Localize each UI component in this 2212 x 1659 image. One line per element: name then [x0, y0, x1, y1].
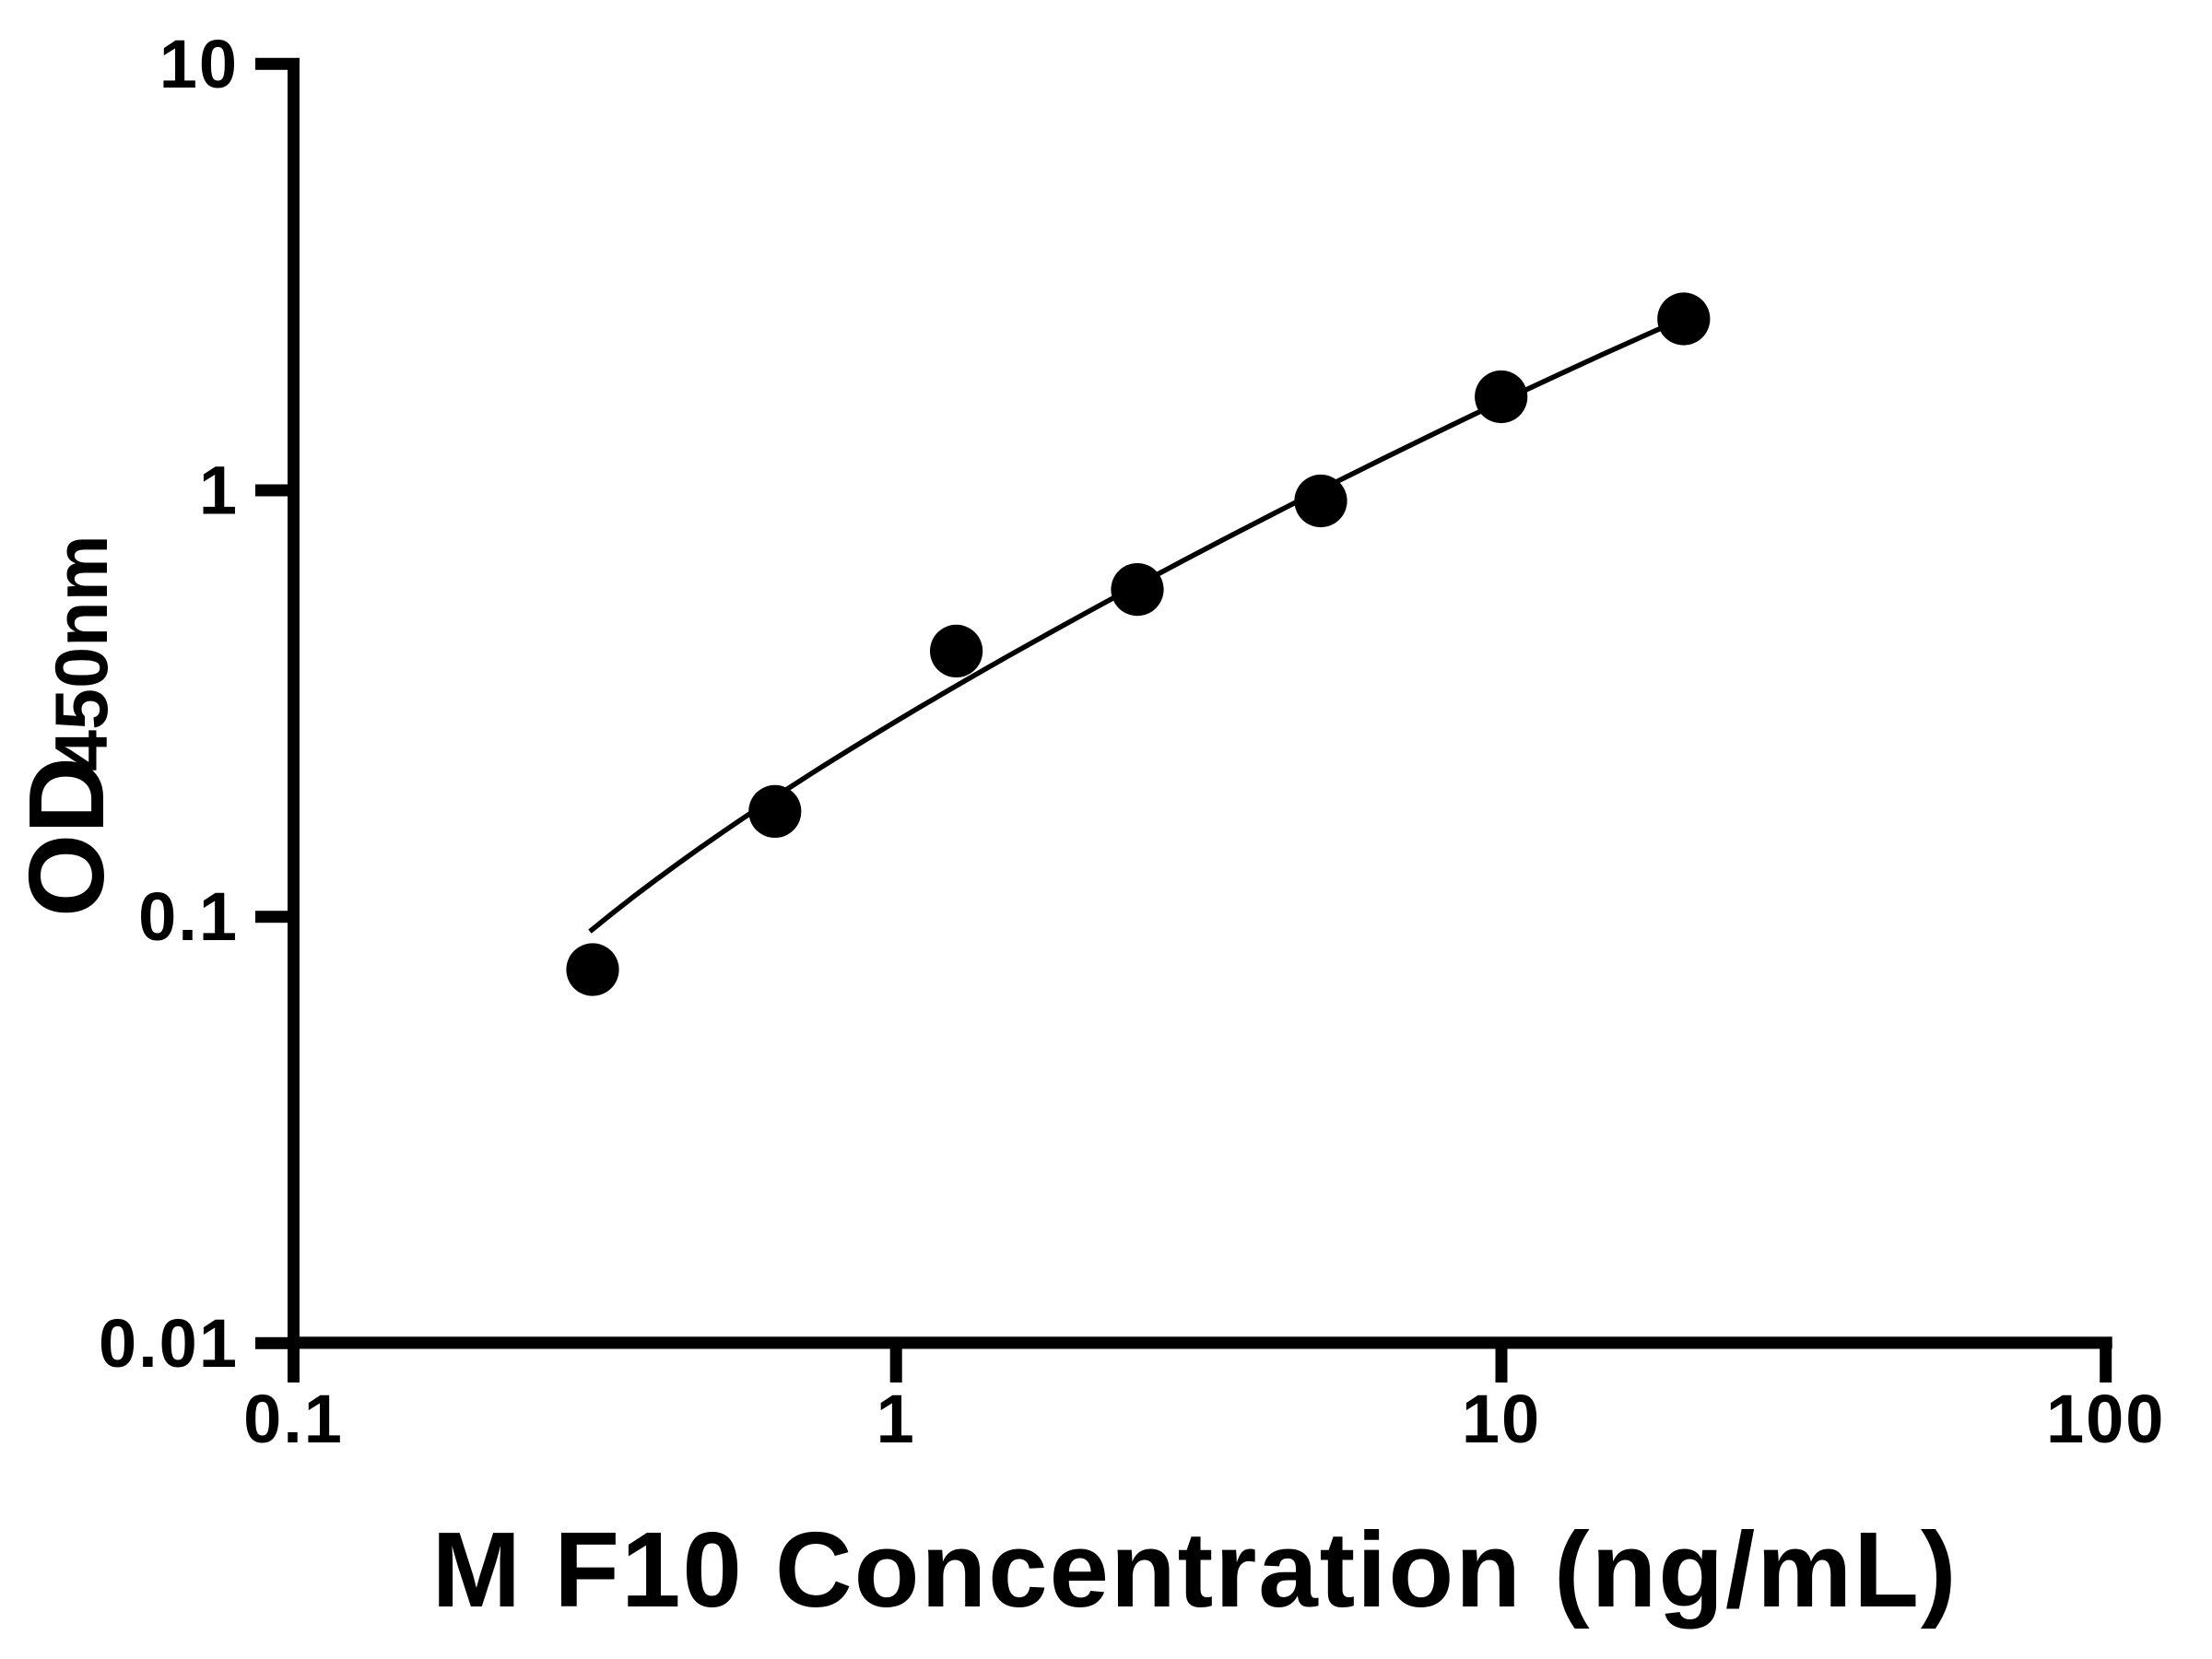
svg-text:0.01: 0.01: [99, 1305, 239, 1382]
svg-text:100: 100: [2046, 1381, 2165, 1457]
svg-text:M F10 Concentration (ng/mL): M F10 Concentration (ng/mL): [432, 1510, 1959, 1630]
svg-text:1: 1: [199, 453, 239, 529]
svg-text:0.1: 0.1: [243, 1381, 344, 1457]
svg-text:10: 10: [159, 26, 239, 102]
svg-text:10: 10: [1462, 1381, 1541, 1457]
svg-text:0.1: 0.1: [138, 878, 239, 955]
svg-text:1: 1: [877, 1381, 916, 1457]
